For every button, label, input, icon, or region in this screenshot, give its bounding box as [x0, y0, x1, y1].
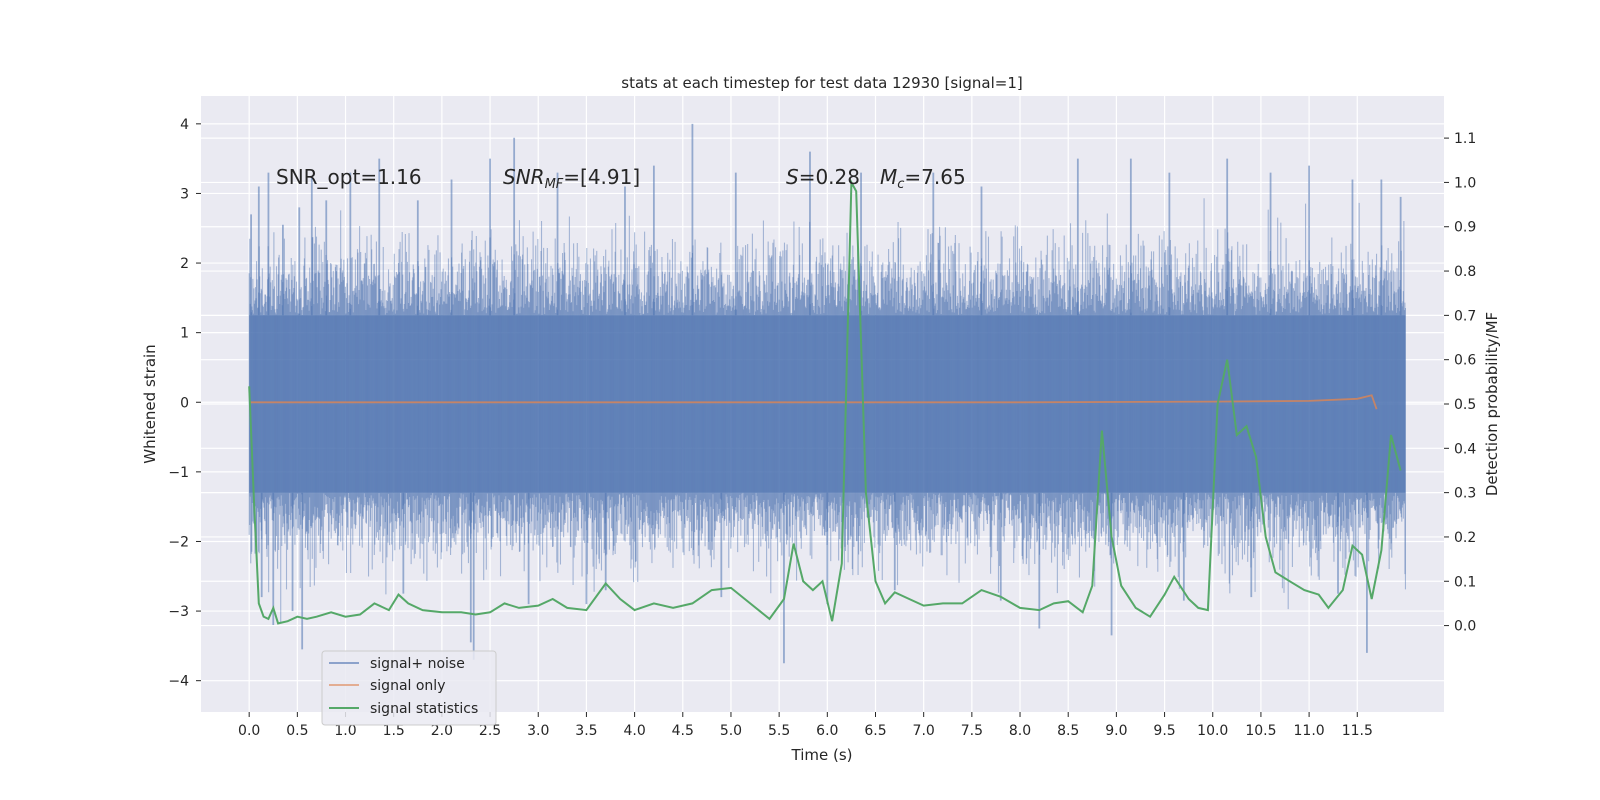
y-tick-label: 2 [180, 256, 189, 272]
legend-label-signal-statistics: signal statistics [370, 701, 478, 717]
x-axis-label: Time (s) [791, 746, 853, 764]
y2-tick-label: 0.6 [1454, 353, 1476, 369]
x-tick-label: 2.0 [431, 723, 453, 739]
legend-label-signal-only: signal only [370, 678, 445, 694]
x-tick-label: 8.0 [1009, 723, 1031, 739]
y2-tick-label: 0.0 [1454, 619, 1476, 635]
x-tick-label: 7.5 [961, 723, 983, 739]
y2-tick-label: 1.0 [1454, 175, 1476, 191]
x-tick-label: 1.0 [334, 723, 356, 739]
x-tick-label: 6.5 [864, 723, 886, 739]
y-tick-label: 0 [180, 395, 189, 411]
x-tick-label: 4.5 [672, 723, 694, 739]
x-tick-label: 4.0 [623, 723, 645, 739]
x-tick-label: 11.5 [1342, 723, 1373, 739]
legend-label-signal-noise: signal+ noise [370, 656, 465, 672]
y2-tick-label: 0.1 [1454, 574, 1476, 590]
y2-tick-label: 1.1 [1454, 131, 1476, 147]
annotation-snr-mf-main: SNR [503, 165, 545, 189]
y2-tick-label: 0.4 [1454, 441, 1476, 457]
signal-statistics-series [248, 178, 1402, 625]
noise-core-band [249, 315, 1406, 493]
x-tick-label: 9.0 [1105, 723, 1127, 739]
chart-title: stats at each timestep for test data 129… [621, 74, 1022, 92]
x-tick-label: 0.0 [238, 723, 260, 739]
y-tick-label: −1 [168, 465, 189, 481]
ticks: 0.0 0.5 1.0 1.5 2.0 2.5 3.0 3.5 4.0 4.5 5.0 5.5 6.0 6… [168, 117, 1476, 739]
y2-tick-label: 0.7 [1454, 308, 1476, 324]
annotation-snr-mf-value: =[4.91] [563, 165, 640, 189]
signal-only-series [249, 394, 1378, 410]
y-axis-label: Whitened strain [141, 344, 159, 463]
x-tick-label: 5.5 [768, 723, 790, 739]
x-tick-label: 9.5 [1153, 723, 1175, 739]
legend: signal+ noise signal only signal statist… [321, 650, 497, 726]
y2-axis-label: Detection probability/MF [1483, 312, 1501, 496]
x-tick-label: 10.5 [1245, 723, 1276, 739]
y2-tick-label: 0.8 [1454, 264, 1476, 280]
y-tick-label: 3 [180, 186, 189, 202]
annotation-s: S=0.28 [786, 165, 860, 189]
y2-tick-label: 0.5 [1454, 397, 1476, 413]
y-tick-label: 1 [180, 326, 189, 342]
x-tick-label: 3.5 [575, 723, 597, 739]
signal-only-line [249, 394, 1378, 410]
y-tick-label: −4 [168, 674, 189, 690]
x-tick-label: 2.5 [479, 723, 501, 739]
y-tick-label: −2 [168, 534, 189, 550]
x-tick-label: 3.0 [527, 723, 549, 739]
x-tick-label: 1.5 [383, 723, 405, 739]
signal-statistics-line [248, 178, 1402, 625]
x-tick-label: 7.0 [913, 723, 935, 739]
legend-box [321, 650, 497, 726]
annotation-snr-mf: SNRMF=[4.91] [503, 165, 640, 192]
annotation-snr-opt: SNR_opt=1.16 [276, 165, 422, 189]
annotation-mc-sub: c [897, 177, 904, 192]
x-tick-label: 5.0 [720, 723, 742, 739]
annotation-mc-value: =7.65 [904, 165, 965, 189]
y2-tick-label: 0.3 [1454, 486, 1476, 502]
annotation-s-symbol: S [786, 165, 799, 189]
y2-tick-label: 0.9 [1454, 220, 1476, 236]
x-tick-label: 10.0 [1197, 723, 1228, 739]
x-tick-label: 8.5 [1057, 723, 1079, 739]
annotation-s-value: =0.28 [799, 165, 860, 189]
annotation-snr-mf-sub: MF [545, 177, 564, 192]
y-tick-label: 4 [180, 117, 189, 133]
annotation-mc: Mc=7.65 [880, 165, 966, 192]
annotation-mc-symbol: M [880, 165, 897, 189]
y2-tick-label: 0.2 [1454, 530, 1476, 546]
x-tick-label: 6.0 [816, 723, 838, 739]
x-tick-label: 0.5 [286, 723, 308, 739]
y-tick-label: −3 [168, 604, 189, 620]
x-tick-label: 11.0 [1294, 723, 1325, 739]
